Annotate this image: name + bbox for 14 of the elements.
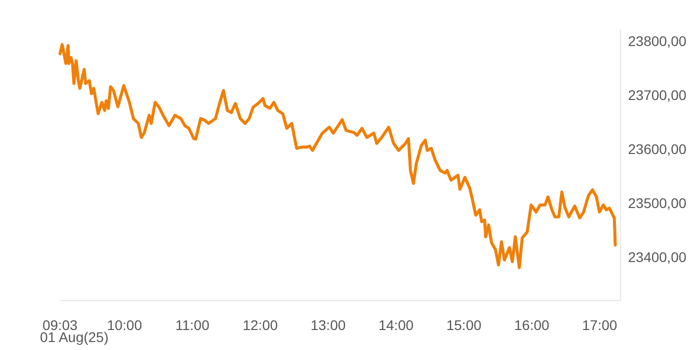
x-tick-label: 15:00	[446, 317, 482, 333]
x-tick-label: 17:00	[582, 317, 618, 333]
x-tick-label: 14:00	[378, 317, 414, 333]
x-tick-label: 13:00	[310, 317, 346, 333]
x-tick-label: 12:00	[242, 317, 278, 333]
line-series	[58, 43, 617, 270]
y-tick-label: 23400,00	[628, 248, 687, 265]
x-tick-label: 16:00	[514, 317, 550, 333]
y-tick-label: 23500,00	[628, 194, 687, 211]
x-tick-label: 10:00	[106, 317, 142, 333]
y-tick-label: 23700,00	[628, 86, 687, 103]
y-tick-label: 23600,00	[628, 140, 687, 157]
y-tick-label: 23800,00	[628, 32, 687, 49]
x-tick-label: 11:00	[175, 317, 210, 333]
